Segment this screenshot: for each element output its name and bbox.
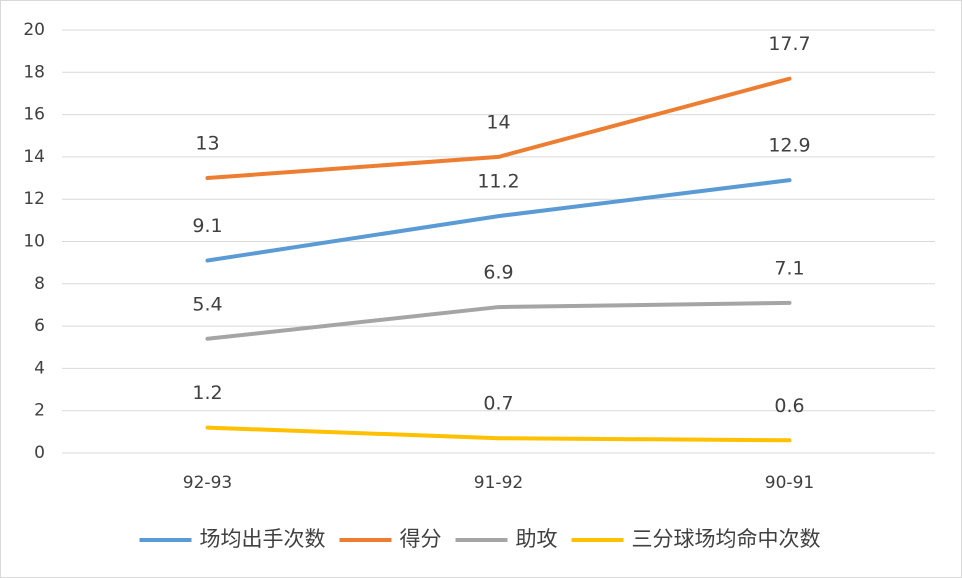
y-tick-label: 6 <box>34 316 45 336</box>
y-tick-label: 12 <box>23 189 45 209</box>
series-line <box>205 425 792 443</box>
x-tick-label: 90-91 <box>765 473 814 493</box>
y-tick-label: 0 <box>34 443 45 463</box>
y-tick-label: 10 <box>23 232 45 252</box>
y-tick-label: 14 <box>23 147 45 167</box>
data-label: 7.1 <box>774 257 804 279</box>
y-tick-label: 4 <box>34 358 45 378</box>
data-label: 11.2 <box>477 171 519 193</box>
legend-label: 场均出手次数 <box>200 527 326 551</box>
x-tick-label: 92-93 <box>183 473 232 493</box>
legend-label: 得分 <box>400 527 442 551</box>
data-label: 5.4 <box>192 293 222 315</box>
y-tick-label: 18 <box>23 62 45 82</box>
data-label: 12.9 <box>768 135 810 157</box>
data-label: 1.2 <box>192 382 222 404</box>
y-tick-label: 8 <box>34 274 45 294</box>
x-tick-label: 91-92 <box>474 473 523 493</box>
data-label: 17.7 <box>768 33 810 55</box>
y-tick-label: 20 <box>23 20 45 40</box>
data-label: 13 <box>195 133 219 155</box>
data-label: 9.1 <box>192 215 222 237</box>
y-tick-label: 2 <box>34 401 45 421</box>
data-label: 6.9 <box>483 262 513 284</box>
data-label: 0.6 <box>774 395 804 417</box>
series-line <box>205 178 792 263</box>
data-label: 14 <box>486 111 510 133</box>
y-tick-label: 16 <box>23 105 45 125</box>
data-label: 0.7 <box>483 393 513 415</box>
series-line <box>205 300 792 341</box>
series-line <box>205 76 792 181</box>
legend-label: 助攻 <box>516 527 558 551</box>
legend-label: 三分球场均命中次数 <box>632 527 821 551</box>
